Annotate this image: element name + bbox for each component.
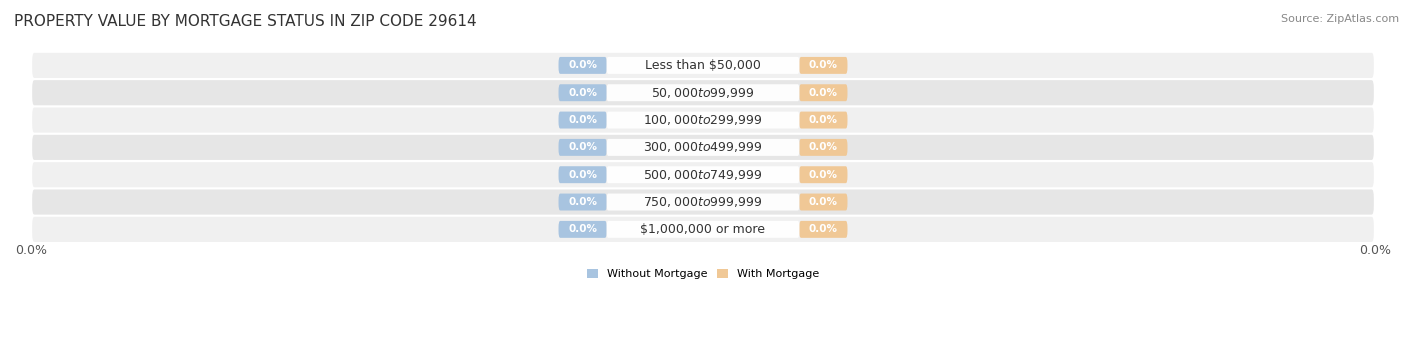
FancyBboxPatch shape xyxy=(32,189,1374,215)
FancyBboxPatch shape xyxy=(606,84,800,101)
Text: 0.0%: 0.0% xyxy=(808,61,838,70)
Text: $500,000 to $749,999: $500,000 to $749,999 xyxy=(644,168,762,182)
Text: 0.0%: 0.0% xyxy=(808,197,838,207)
Text: 0.0%: 0.0% xyxy=(808,88,838,98)
Text: 0.0%: 0.0% xyxy=(568,115,598,125)
FancyBboxPatch shape xyxy=(558,193,606,210)
Text: $300,000 to $499,999: $300,000 to $499,999 xyxy=(644,140,762,154)
FancyBboxPatch shape xyxy=(558,112,606,129)
Text: 0.0%: 0.0% xyxy=(568,61,598,70)
FancyBboxPatch shape xyxy=(800,57,848,74)
Text: $750,000 to $999,999: $750,000 to $999,999 xyxy=(644,195,762,209)
FancyBboxPatch shape xyxy=(606,57,800,74)
Text: 0.0%: 0.0% xyxy=(808,170,838,180)
FancyBboxPatch shape xyxy=(800,112,848,129)
Text: 0.0%: 0.0% xyxy=(568,88,598,98)
FancyBboxPatch shape xyxy=(32,162,1374,187)
Text: 0.0%: 0.0% xyxy=(568,170,598,180)
Text: 0.0%: 0.0% xyxy=(568,142,598,152)
Text: PROPERTY VALUE BY MORTGAGE STATUS IN ZIP CODE 29614: PROPERTY VALUE BY MORTGAGE STATUS IN ZIP… xyxy=(14,14,477,29)
Text: $100,000 to $299,999: $100,000 to $299,999 xyxy=(644,113,762,127)
FancyBboxPatch shape xyxy=(800,221,848,238)
Text: 0.0%: 0.0% xyxy=(808,224,838,234)
FancyBboxPatch shape xyxy=(32,217,1374,242)
Text: Source: ZipAtlas.com: Source: ZipAtlas.com xyxy=(1281,14,1399,23)
FancyBboxPatch shape xyxy=(32,135,1374,160)
Text: 0.0%: 0.0% xyxy=(568,197,598,207)
FancyBboxPatch shape xyxy=(558,166,606,183)
Text: $50,000 to $99,999: $50,000 to $99,999 xyxy=(651,86,755,100)
FancyBboxPatch shape xyxy=(800,84,848,101)
FancyBboxPatch shape xyxy=(800,166,848,183)
Text: Less than $50,000: Less than $50,000 xyxy=(645,59,761,72)
Text: 0.0%: 0.0% xyxy=(808,115,838,125)
FancyBboxPatch shape xyxy=(606,139,800,156)
Text: 0.0%: 0.0% xyxy=(15,244,46,257)
FancyBboxPatch shape xyxy=(606,112,800,129)
FancyBboxPatch shape xyxy=(558,221,606,238)
Text: 0.0%: 0.0% xyxy=(808,142,838,152)
FancyBboxPatch shape xyxy=(800,139,848,156)
FancyBboxPatch shape xyxy=(32,80,1374,105)
Text: 0.0%: 0.0% xyxy=(1360,244,1391,257)
Legend: Without Mortgage, With Mortgage: Without Mortgage, With Mortgage xyxy=(582,264,824,284)
FancyBboxPatch shape xyxy=(32,53,1374,78)
FancyBboxPatch shape xyxy=(558,139,606,156)
FancyBboxPatch shape xyxy=(800,193,848,210)
FancyBboxPatch shape xyxy=(606,193,800,210)
Text: $1,000,000 or more: $1,000,000 or more xyxy=(641,223,765,236)
Text: 0.0%: 0.0% xyxy=(568,224,598,234)
FancyBboxPatch shape xyxy=(558,57,606,74)
FancyBboxPatch shape xyxy=(606,221,800,238)
FancyBboxPatch shape xyxy=(558,84,606,101)
FancyBboxPatch shape xyxy=(606,166,800,183)
FancyBboxPatch shape xyxy=(32,107,1374,133)
